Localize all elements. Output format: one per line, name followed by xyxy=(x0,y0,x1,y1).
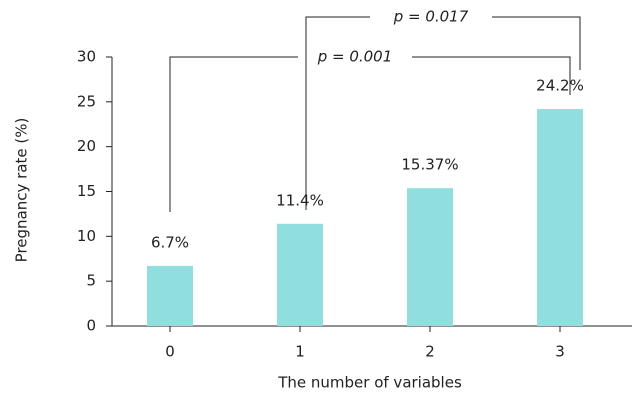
x-tick-label: 1 xyxy=(295,343,305,361)
bar xyxy=(277,223,323,326)
y-tick-label: 25 xyxy=(77,92,96,110)
annotation: p = 0.017 xyxy=(393,8,469,26)
bar xyxy=(407,188,453,326)
y-tick-label: 30 xyxy=(77,48,96,66)
x-tick-label: 0 xyxy=(165,343,175,361)
bracket xyxy=(492,16,581,70)
bar xyxy=(147,265,193,326)
annotation: p = 0.001 xyxy=(317,48,393,66)
bracket xyxy=(169,56,298,212)
y-tick-label: 5 xyxy=(86,272,96,290)
y-tick-label: 0 xyxy=(86,317,96,335)
y-tick-label: 20 xyxy=(77,137,96,155)
y-tick-label: 15 xyxy=(77,182,96,200)
bar xyxy=(537,109,583,326)
bracket xyxy=(412,56,571,95)
value-label: 24.2% xyxy=(536,77,584,95)
y-tick-label: 10 xyxy=(77,227,96,245)
y-axis-label: Pregnancy rate (%) xyxy=(13,118,31,263)
value-label: 11.4% xyxy=(276,191,324,209)
x-tick-label: 3 xyxy=(555,343,565,361)
x-axis-label: The number of variables xyxy=(277,374,462,392)
value-label: 6.7% xyxy=(151,233,189,251)
value-label: 15.37% xyxy=(401,156,458,174)
bracket xyxy=(305,16,370,210)
x-tick-label: 2 xyxy=(425,343,435,361)
